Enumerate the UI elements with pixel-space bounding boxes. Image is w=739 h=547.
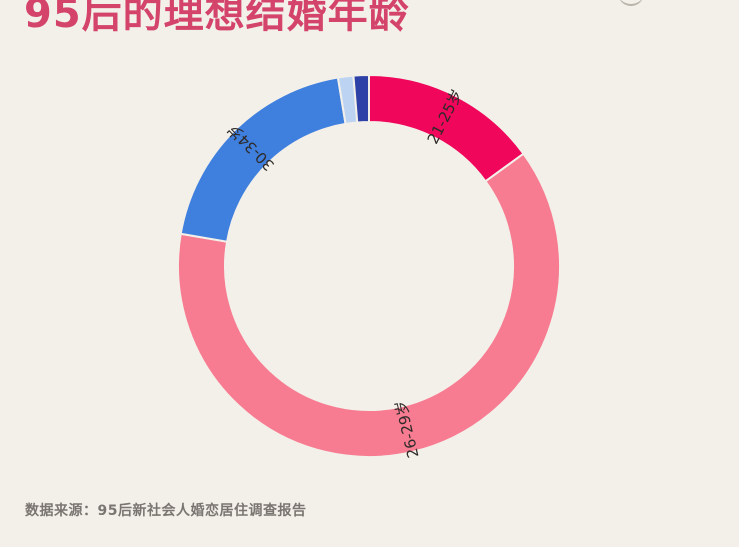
data-source-note: 数据来源：95后新社会人婚恋居住调查报告 xyxy=(25,503,307,519)
donut-slice-4 xyxy=(352,73,370,124)
chart-title: 95后的理想结婚年龄 xyxy=(24,0,410,37)
donut-slice-1 xyxy=(177,152,561,458)
corner-decoration xyxy=(618,0,644,6)
